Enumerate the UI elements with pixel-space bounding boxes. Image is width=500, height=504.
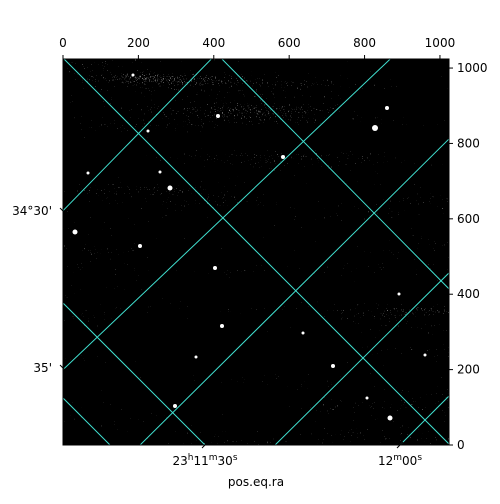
x-tick-label: 200	[127, 36, 150, 50]
ra-label-part: 11	[193, 454, 208, 468]
ra-tick	[201, 441, 209, 449]
y-tick-label: 0	[457, 438, 465, 452]
y-tick-label: 400	[457, 287, 480, 301]
dec-tick	[59, 364, 67, 372]
ra-label-part: 12	[378, 454, 393, 468]
x-tick-label: 1000	[425, 36, 456, 50]
x-tick-label: 0	[59, 36, 67, 50]
sky-image-noise	[63, 59, 449, 445]
y-tick-label: 200	[457, 363, 480, 377]
y-tick-label: 800	[457, 136, 480, 150]
ra-label: 12m00s	[378, 453, 422, 468]
ra-label-part: 00	[402, 454, 417, 468]
stars	[72, 73, 427, 421]
ra-label-part: m	[209, 453, 218, 463]
coordinate-grid	[63, 59, 449, 445]
ra-label-part: h	[188, 453, 194, 463]
ra-label-part: 23	[172, 454, 187, 468]
ra-label-part: s	[417, 453, 422, 463]
frame	[62, 58, 450, 446]
x-tick-label: 400	[202, 36, 225, 50]
dec-tick	[59, 207, 67, 215]
x-tick-label: 800	[353, 36, 376, 50]
y-tick-label: 1000	[457, 61, 488, 75]
y-tick-label: 600	[457, 212, 480, 226]
ra-label-part: m	[393, 453, 402, 463]
ra-label-part: s	[233, 453, 238, 463]
x-tick-label: 600	[278, 36, 301, 50]
dec-label: 34°30'	[12, 204, 52, 218]
x-axis-label: pos.eq.ra	[228, 475, 284, 489]
ra-label: 23h11m30s	[172, 453, 237, 468]
ra-label-part: 30	[218, 454, 233, 468]
ra-tick	[396, 441, 404, 449]
dec-label: 35'	[33, 361, 52, 375]
